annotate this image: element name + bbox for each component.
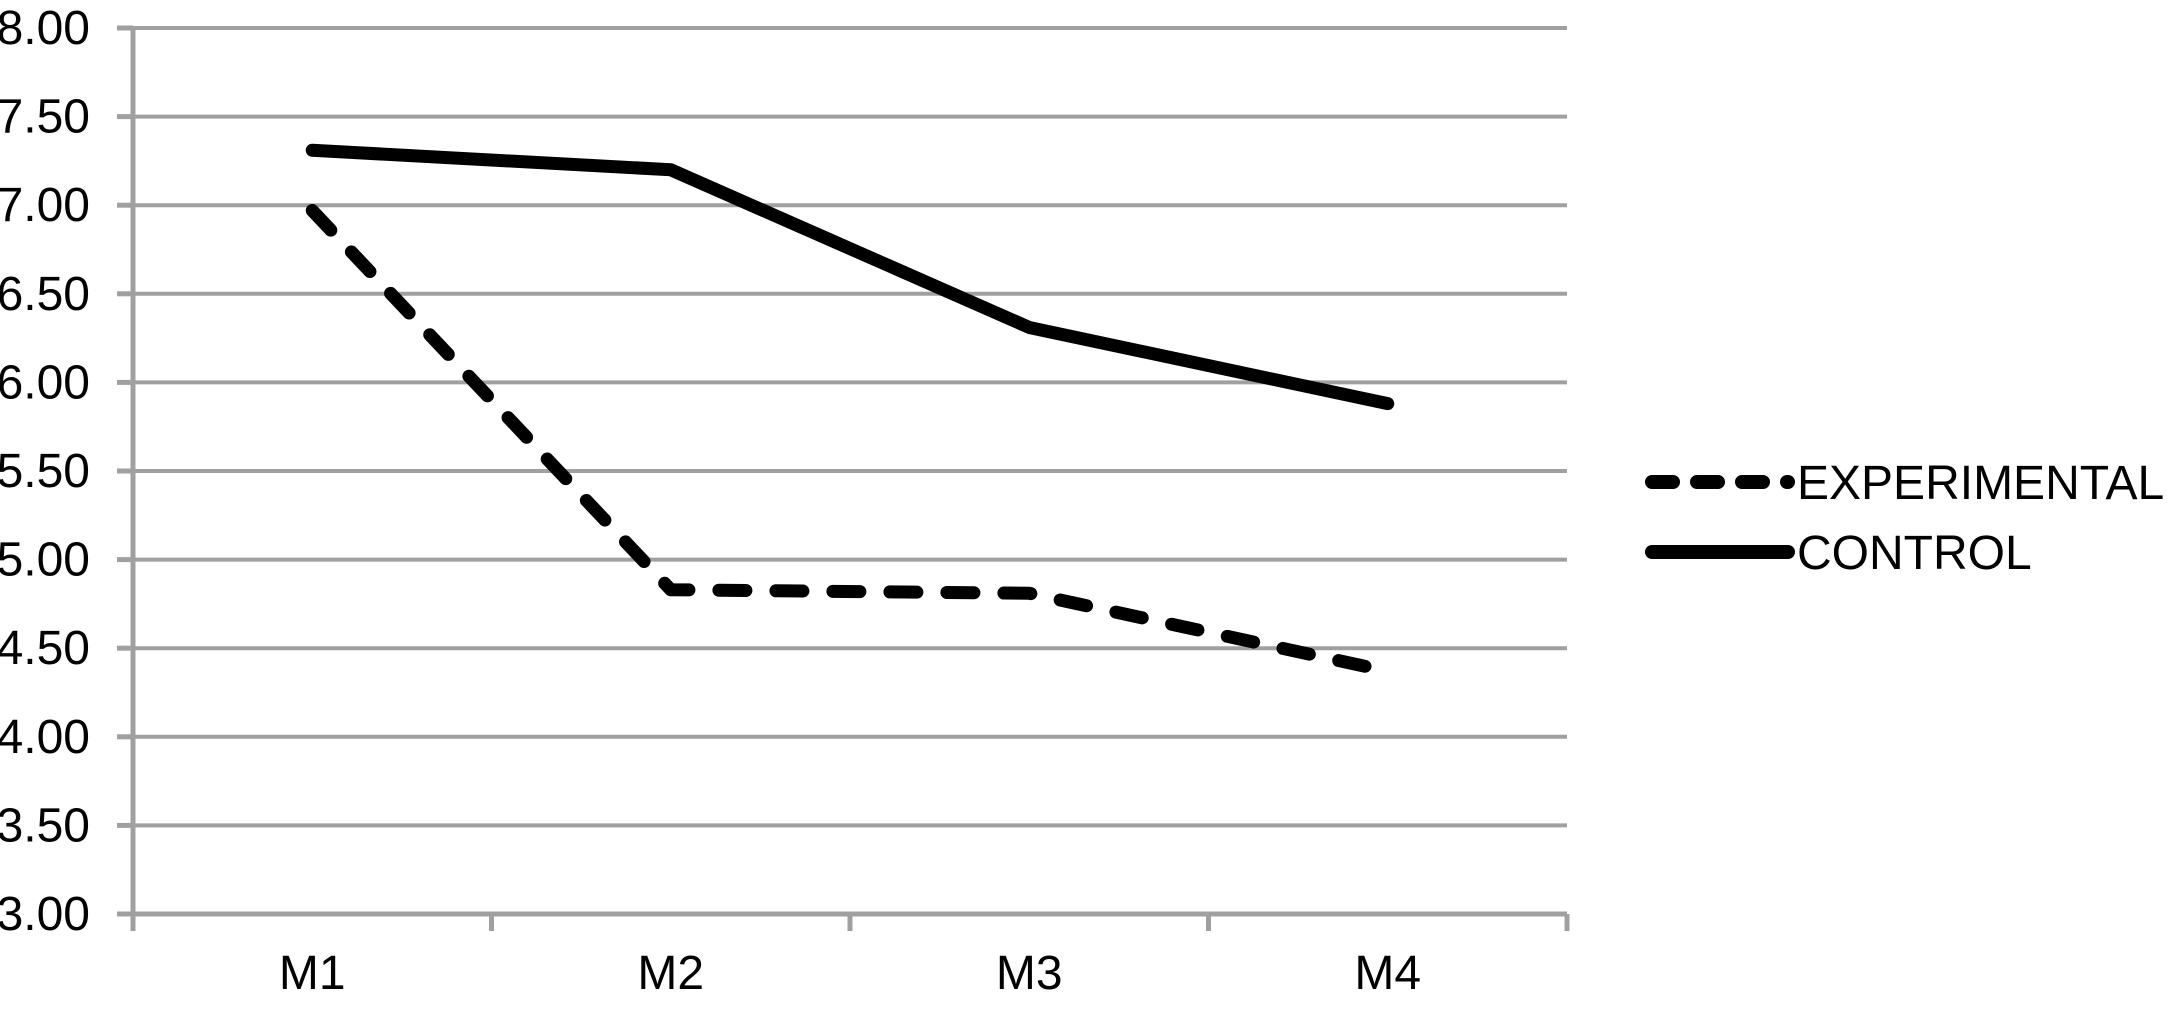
tick-marks	[117, 25, 1570, 931]
y-tick-label: 5.00	[0, 534, 90, 587]
x-category-label: M3	[996, 947, 1063, 1000]
x-category-label: M4	[1354, 947, 1421, 1000]
legend-label-control: CONTROL	[1797, 527, 2032, 580]
y-axis-tick-labels: 8.00 7.50 7.00 6.50 6.00 5.50 5.00 4.50 4.00 3.50…	[0, 2, 90, 941]
y-tick-label: 6.00	[0, 356, 90, 409]
y-tick-label: 7.00	[0, 179, 90, 232]
x-category-label: M1	[279, 947, 346, 1000]
x-category-label: M2	[637, 947, 704, 1000]
legend: EXPERIMENTAL CONTROL	[1645, 457, 2164, 580]
legend-label-experimental: EXPERIMENTAL	[1797, 457, 2164, 510]
y-tick-label: 8.00	[0, 2, 90, 55]
y-tick-label: 5.50	[0, 445, 90, 498]
y-tick-label: 4.00	[0, 711, 90, 764]
data-series-lines	[305, 143, 1395, 678]
series-line-control	[305, 143, 1395, 411]
y-tick-label: 6.50	[0, 268, 90, 321]
axes	[130, 28, 1567, 931]
series-line-experimental	[305, 204, 1395, 678]
y-tick-label: 4.50	[0, 622, 90, 675]
x-axis-category-labels: M1 M2 M3 M4	[279, 947, 1421, 1000]
gridlines	[133, 26, 1567, 916]
legend-item-control: CONTROL	[1645, 527, 2032, 580]
y-tick-label: 3.50	[0, 799, 90, 852]
legend-item-experimental: EXPERIMENTAL	[1645, 457, 2164, 510]
y-tick-label: 3.00	[0, 888, 90, 941]
y-tick-label: 7.50	[0, 91, 90, 144]
